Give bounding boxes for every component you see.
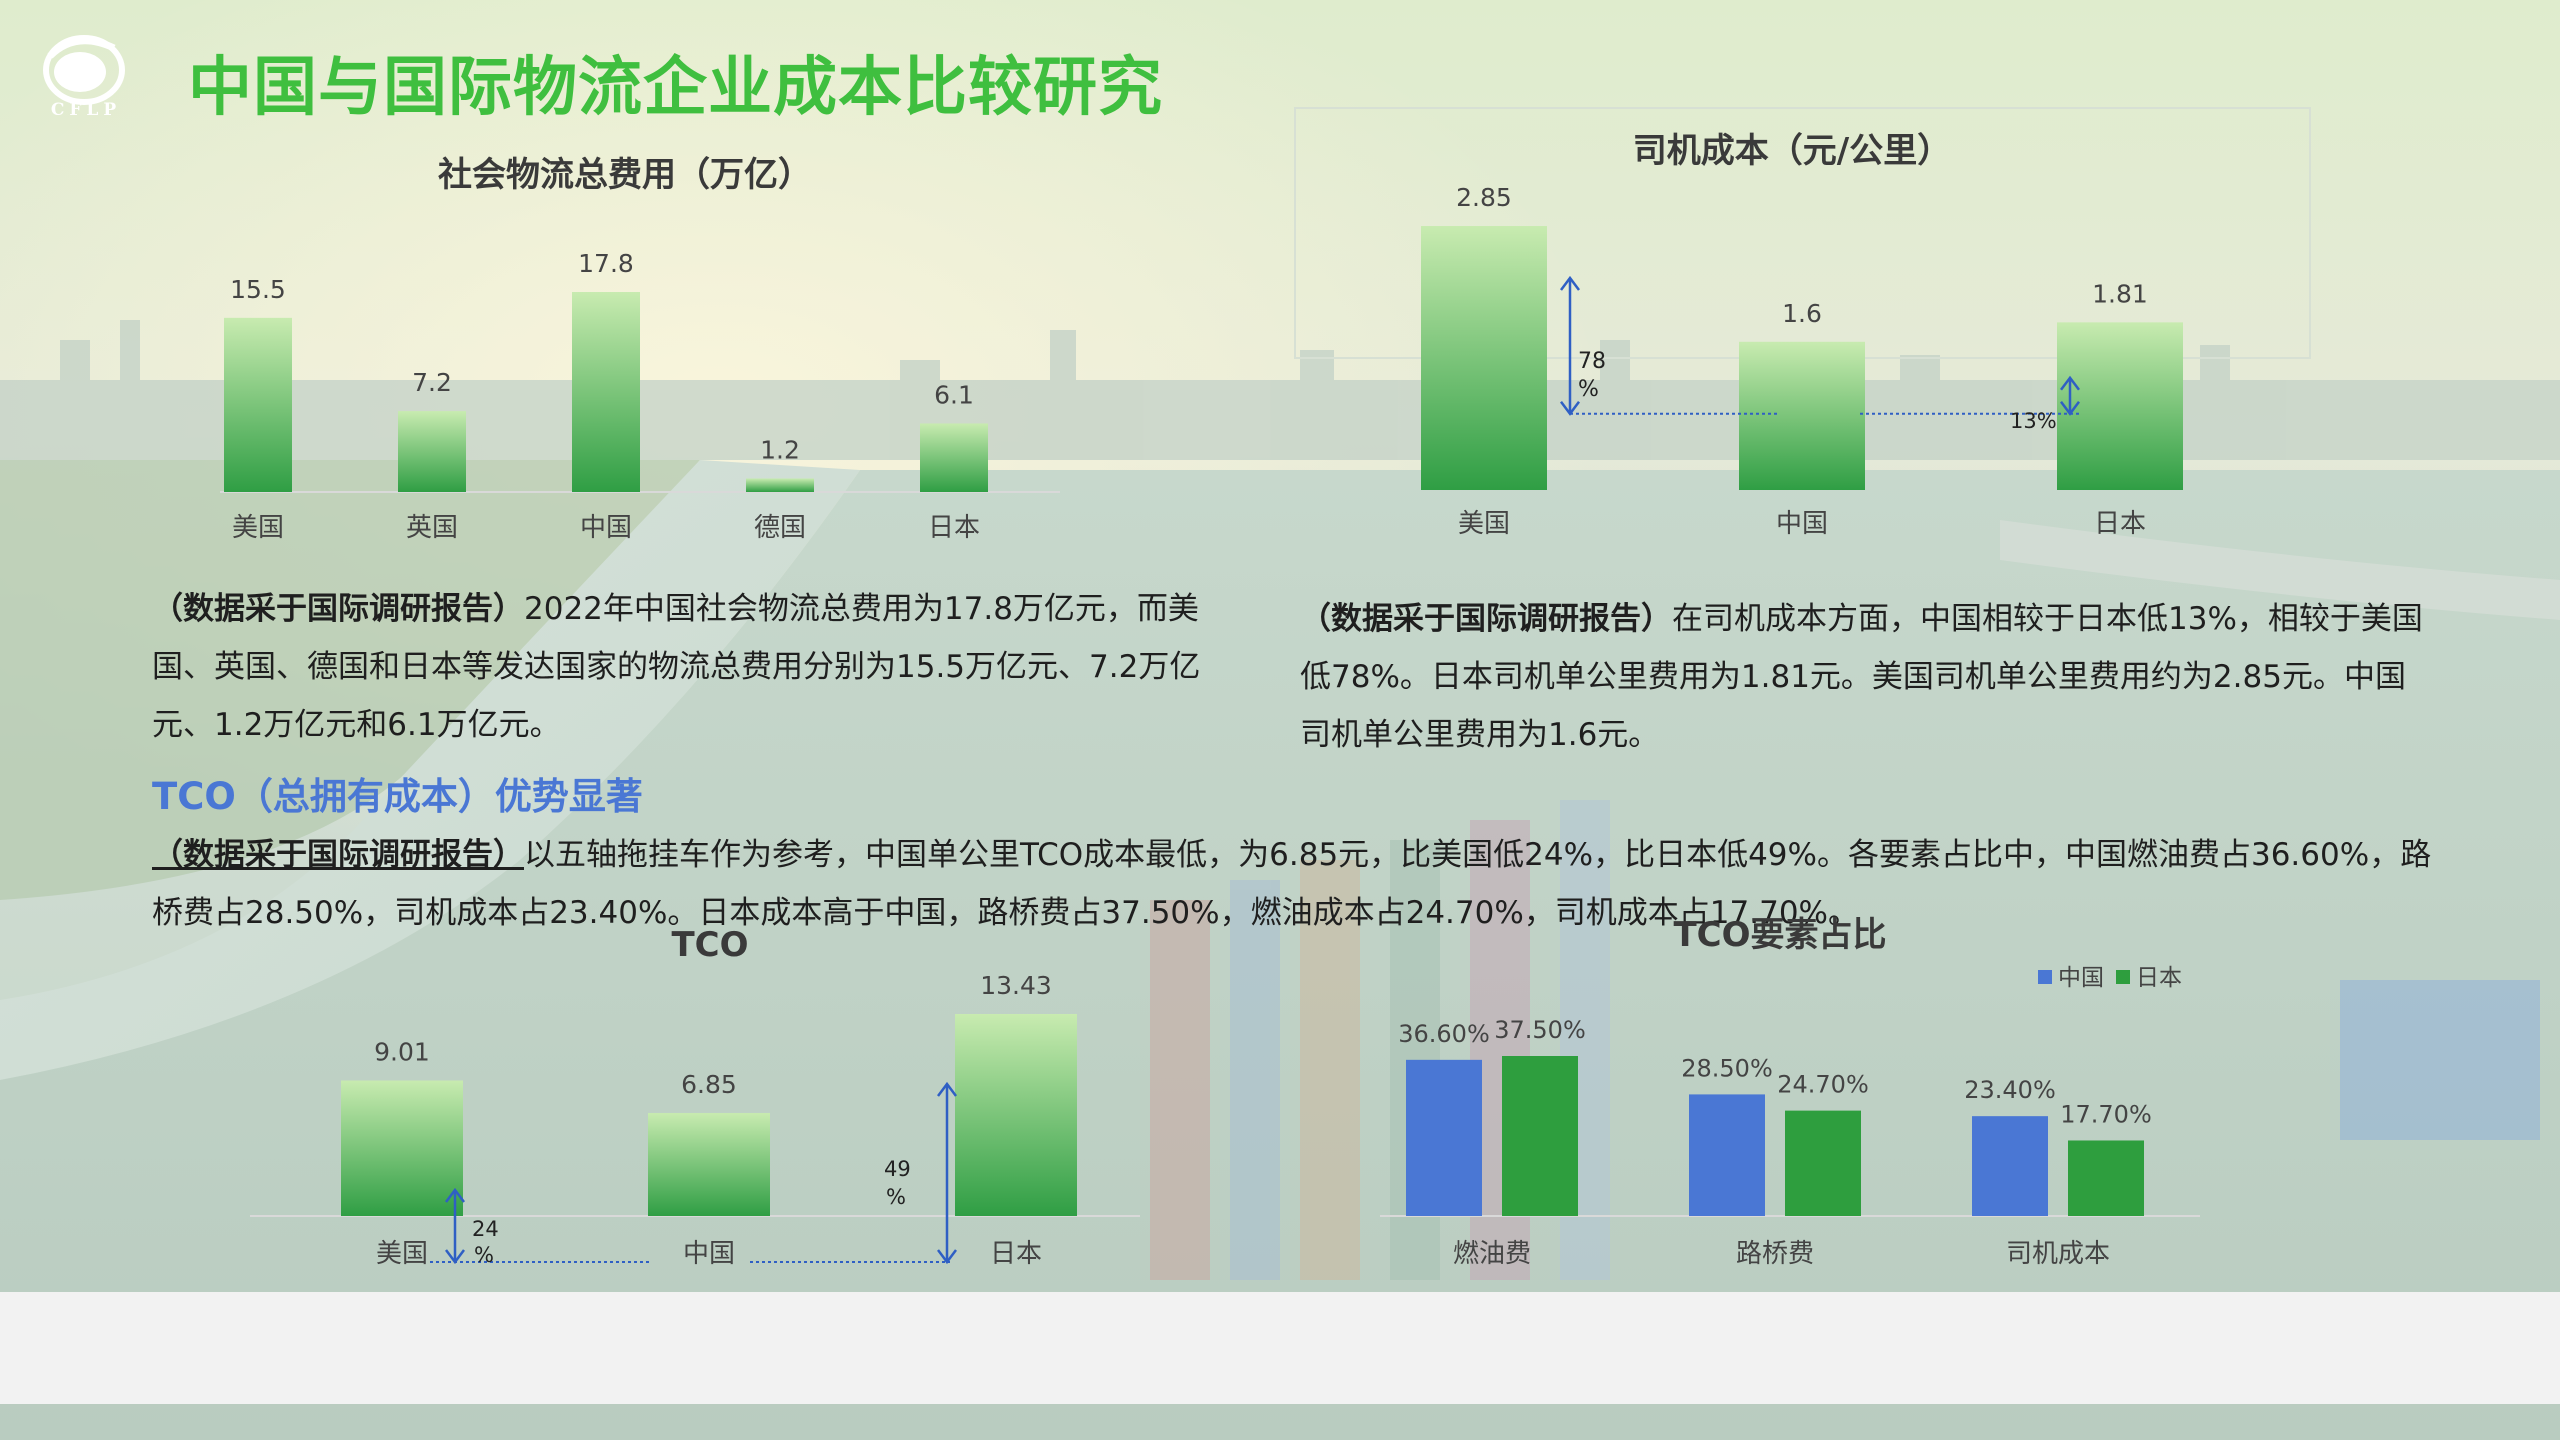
annotation-78: 78 xyxy=(1578,349,1606,374)
bar-日本-路桥费 xyxy=(1785,1110,1861,1216)
logo-text: CFLP xyxy=(50,100,122,120)
tco-text: 以五轴拖挂车作为参考，中国单公里TCO成本最低，为6.85元，比美国低24%，比… xyxy=(152,837,2432,931)
data-label: 2.85 xyxy=(1456,183,1512,212)
chart-title: 社会物流总费用（万亿） xyxy=(438,155,812,195)
bar-日本 xyxy=(2057,322,2183,490)
data-label: 17.8 xyxy=(578,249,634,278)
data-label: 1.6 xyxy=(1782,299,1822,328)
annotation-24-pct: % xyxy=(474,1243,494,1267)
chart-logistics-total-cost: 社会物流总费用（万亿） 15.5 美国 7.2 英国 17.8 中国 1.2 德国 6.1 日本 xyxy=(220,155,1060,543)
bar-日本 xyxy=(920,423,988,492)
annotation-13: 13% xyxy=(2010,409,2057,433)
tco-paragraph: （数据采于国际调研报告）以五轴拖挂车作为参考，中国单公里TCO成本最低，为6.8… xyxy=(152,826,2452,942)
data-label: 1.81 xyxy=(2092,279,2148,308)
bar-美国 xyxy=(224,317,292,492)
bar-德国 xyxy=(746,478,814,492)
annotation-49-pct: % xyxy=(886,1185,906,1209)
bar-中国-燃油费 xyxy=(1406,1059,1482,1216)
bar-中国 xyxy=(572,292,640,492)
data-label: 9.01 xyxy=(374,1037,430,1066)
tco-heading: TCO（总拥有成本）优势显著 xyxy=(152,775,643,818)
bar-日本 xyxy=(955,1014,1077,1216)
bar-中国 xyxy=(648,1112,770,1216)
tco-source-label: （数据采于国际调研报告） xyxy=(152,837,524,873)
data-label: 6.1 xyxy=(934,380,974,409)
bar-美国 xyxy=(341,1080,463,1216)
annotation-49: 49 xyxy=(884,1157,911,1181)
x-tick-label: 美国 xyxy=(376,1239,428,1269)
driver-text: 在司机成本方面，中国相较于日本低13%，相较于美国低78%。日本司机单公里费用为… xyxy=(1300,601,2423,753)
x-tick-label: 美国 xyxy=(1458,509,1510,539)
data-label: 15.5 xyxy=(230,275,286,304)
data-label: 13.43 xyxy=(980,971,1052,1000)
x-tick-label: 司机成本 xyxy=(2006,1239,2110,1269)
data-label: 24.70% xyxy=(1777,1071,1869,1099)
chart-title: TCO xyxy=(671,925,748,965)
bar-美国 xyxy=(1421,226,1547,490)
data-label: 1.2 xyxy=(760,436,800,465)
x-tick-label: 美国 xyxy=(232,513,284,543)
x-tick-label: 中国 xyxy=(580,513,632,543)
chart-tco: TCO 9.01 美国 6.85 中国 13.43 日本 24% 49% xyxy=(250,925,1140,1269)
driver-cost-paragraph: （数据采于国际调研报告）在司机成本方面，中国相较于日本低13%，相较于美国低78… xyxy=(1300,590,2430,764)
logistics-source-label: （数据采于国际调研报告） xyxy=(152,591,524,627)
arrow-78-head-up xyxy=(1560,275,1580,291)
arrow-13-head-down xyxy=(2060,401,2080,416)
x-tick-label: 日本 xyxy=(990,1239,1042,1269)
chart-title: TCO要素占比 xyxy=(1673,915,1886,955)
arrow-78-head-down xyxy=(1560,401,1580,416)
legend-swatch-中国 xyxy=(2038,970,2052,984)
x-tick-label: 路桥费 xyxy=(1736,1239,1814,1269)
bar-中国-路桥费 xyxy=(1689,1094,1765,1216)
x-tick-label: 英国 xyxy=(406,513,458,543)
footer-band xyxy=(0,1292,2560,1404)
bar-日本-司机成本 xyxy=(2068,1140,2144,1216)
bar-英国 xyxy=(398,411,466,492)
logistics-text: 2022年中国社会物流总费用为17.8万亿元，而美国、英国、德国和日本等发达国家… xyxy=(152,591,1201,743)
data-label: 17.70% xyxy=(2060,1100,2152,1128)
arrow-49-head-down xyxy=(937,1249,957,1265)
x-tick-label: 中国 xyxy=(683,1239,735,1269)
annotation-78-pct: % xyxy=(1578,377,1599,402)
cflp-logo-icon xyxy=(43,35,125,105)
data-label: 37.50% xyxy=(1494,1016,1586,1044)
x-tick-label: 日本 xyxy=(928,513,980,543)
arrow-49-head-up xyxy=(937,1081,957,1097)
arrow-24-head-up xyxy=(445,1187,465,1203)
chart-title: 司机成本（元/公里） xyxy=(1633,131,1951,171)
bar-中国 xyxy=(1739,341,1865,490)
logistics-cost-paragraph: （数据采于国际调研报告）2022年中国社会物流总费用为17.8万亿元，而美国、英… xyxy=(152,580,1232,754)
arrow-24-head-down xyxy=(445,1249,465,1265)
page-title: 中国与国际物流企业成本比较研究 xyxy=(188,51,1163,125)
legend-swatch-日本 xyxy=(2116,970,2130,984)
data-label: 7.2 xyxy=(412,368,452,397)
x-tick-label: 德国 xyxy=(754,513,806,543)
chart-driver-cost: 司机成本（元/公里） 2.85 美国 1.6 中国 1.81 日本 78% 13% xyxy=(1421,131,2183,539)
data-label: 23.40% xyxy=(1964,1076,2056,1104)
x-tick-label: 日本 xyxy=(2094,509,2146,539)
x-tick-label: 中国 xyxy=(1776,509,1828,539)
legend-label: 日本 xyxy=(2136,965,2182,991)
driver-source-label: （数据采于国际调研报告） xyxy=(1300,601,1672,637)
x-tick-label: 燃油费 xyxy=(1453,1239,1531,1269)
bar-日本-燃油费 xyxy=(1502,1056,1578,1216)
data-label: 28.50% xyxy=(1681,1054,1773,1082)
arrow-13-head-up xyxy=(2060,375,2080,391)
data-label: 36.60% xyxy=(1398,1020,1490,1048)
annotation-24: 24 xyxy=(472,1217,499,1241)
legend-label: 中国 xyxy=(2058,965,2104,991)
data-label: 6.85 xyxy=(681,1070,737,1099)
bar-中国-司机成本 xyxy=(1972,1116,2048,1216)
